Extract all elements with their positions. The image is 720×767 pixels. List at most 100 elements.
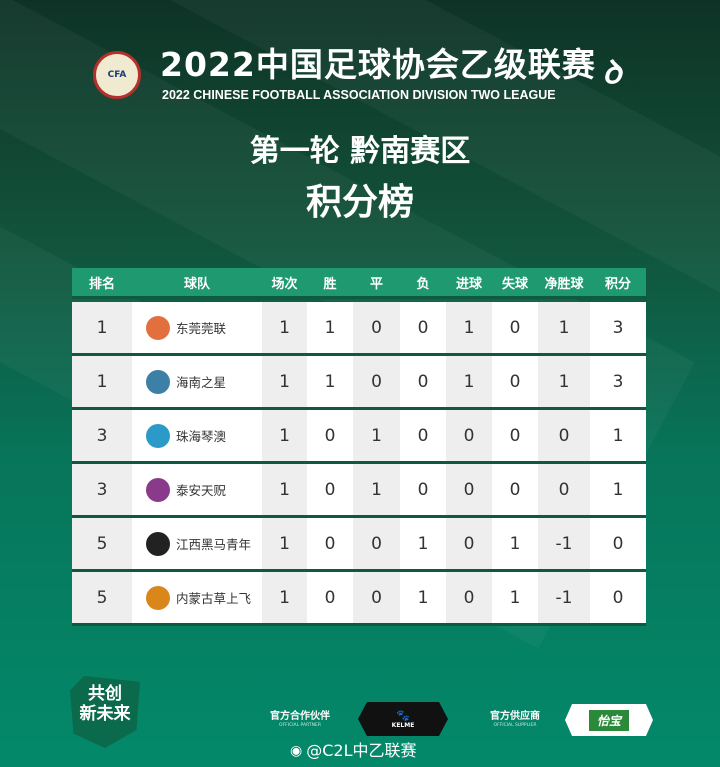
cfa-logo-text: CFA — [107, 70, 127, 80]
cell-rank: 3 — [72, 410, 132, 461]
team-name: 内蒙古草上飞 — [176, 591, 252, 606]
table-row: 1 东莞莞联 1 1 0 0 1 0 1 3 — [72, 302, 646, 353]
page-title: 积分榜 — [305, 182, 414, 223]
team-name: 珠海琴澳 — [176, 429, 227, 444]
column-header: 场次 — [271, 276, 298, 292]
cell-loss: 0 — [400, 410, 446, 461]
cell-ga: 0 — [492, 410, 538, 461]
cell-gf: 0 — [446, 464, 492, 515]
supplier-label-en: OFFICIAL SUPPLIER — [493, 723, 537, 728]
cell-ga: 1 — [492, 518, 538, 569]
cell-played: 1 — [262, 464, 307, 515]
table-row: 3 泰安天贶 1 0 1 0 0 0 0 1 — [72, 464, 646, 515]
cell-pts: 0 — [590, 518, 646, 569]
paw-icon: 🐾 — [396, 708, 410, 722]
cell-win: 0 — [307, 464, 353, 515]
cell-rank: 3 — [72, 464, 132, 515]
cell-team: 泰安天贶 — [132, 464, 262, 515]
slogan-line1: 共创 — [88, 684, 122, 704]
cell-team: 海南之星 — [132, 356, 262, 407]
supplier-label: 官方供应商 OFFICIAL SUPPLIER — [490, 710, 540, 729]
cell-team: 珠海琴澳 — [132, 410, 262, 461]
cell-draw: 1 — [353, 410, 400, 461]
kelme-logo: 🐾 KELME — [358, 702, 448, 736]
cell-played: 1 — [262, 572, 307, 623]
cell-gf: 0 — [446, 572, 492, 623]
cell-loss: 1 — [400, 572, 446, 623]
column-header: 进球 — [455, 276, 482, 292]
cell-played: 1 — [262, 410, 307, 461]
slogan-line2: 新未来 — [79, 704, 131, 724]
cell-gf: 1 — [446, 356, 492, 407]
team-name: 江西黑马青年 — [176, 537, 252, 552]
column-header: 负 — [416, 276, 430, 292]
table-row: 5 江西黑马青年 1 0 0 1 0 1 -1 0 — [72, 518, 646, 569]
column-header: 失球 — [501, 276, 528, 292]
cell-gf: 1 — [446, 302, 492, 353]
cell-played: 1 — [262, 302, 307, 353]
cell-loss: 0 — [400, 356, 446, 407]
supplier-label-cn: 官方供应商 — [490, 711, 540, 722]
cell-played: 1 — [262, 518, 307, 569]
column-header: 净胜球 — [544, 276, 584, 292]
team-name: 东莞莞联 — [176, 321, 227, 336]
team-name: 泰安天贶 — [176, 483, 227, 498]
cell-loss: 0 — [400, 302, 446, 353]
cell-win: 1 — [307, 302, 353, 353]
cell-rank: 5 — [72, 572, 132, 623]
team-name: 海南之星 — [176, 375, 227, 390]
team-badge-icon — [146, 585, 170, 610]
partner-label-cn: 官方合作伙伴 — [270, 711, 330, 722]
standings-table: 排名 球队 场次胜平负进球 失球 净胜球 积分 1 东莞莞联 1 1 0 0 1 0 1 3 1 海南之星 1 1 0… — [72, 268, 646, 626]
cell-gd: 0 — [538, 464, 590, 515]
yibao-text: 怡宝 — [588, 709, 629, 731]
cell-gd: 1 — [538, 356, 590, 407]
column-header: 胜 — [323, 276, 337, 292]
team-badge-icon — [146, 477, 170, 502]
cell-loss: 1 — [400, 518, 446, 569]
column-header: 平 — [369, 276, 383, 292]
weibo-text: @C2L中乙联赛 — [306, 741, 417, 760]
cell-win: 0 — [307, 572, 353, 623]
cell-pts: 1 — [590, 464, 646, 515]
cfa-logo: CFA — [93, 51, 141, 99]
column-header: 积分 — [604, 276, 631, 292]
cell-ga: 0 — [492, 356, 538, 407]
cell-team: 内蒙古草上飞 — [132, 572, 262, 623]
cell-pts: 3 — [590, 356, 646, 407]
cell-gf: 0 — [446, 518, 492, 569]
round-title: 第一轮 黔南赛区 — [249, 134, 471, 169]
table-header: 排名 球队 场次 胜 平 负 进球 失球 净胜球 积分 — [72, 268, 646, 299]
cell-rank: 5 — [72, 518, 132, 569]
cell-pts: 3 — [590, 302, 646, 353]
title-en: 2022 CHINESE FOOTBALL ASSOCIATION DIVISI… — [162, 88, 556, 102]
cell-draw: 0 — [353, 302, 400, 353]
cell-gf: 0 — [446, 410, 492, 461]
cell-draw: 0 — [353, 572, 400, 623]
cell-ga: 1 — [492, 572, 538, 623]
cell-team: 江西黑马青年 — [132, 518, 262, 569]
yibao-logo: 怡宝 — [565, 704, 653, 736]
table-row: 1 海南之星 1 1 0 0 1 0 1 3 — [72, 356, 646, 407]
cell-gd: 0 — [538, 410, 590, 461]
team-badge-icon — [146, 531, 170, 556]
partner-label-en: OFFICIAL PARTNER — [279, 723, 321, 728]
league-logo-icon: ꝺ — [602, 53, 622, 91]
cell-rank: 1 — [72, 356, 132, 407]
cell-pts: 1 — [590, 410, 646, 461]
cell-played: 1 — [262, 356, 307, 407]
column-header: 排名 — [88, 276, 115, 292]
cell-win: 0 — [307, 518, 353, 569]
cell-gd: 1 — [538, 302, 590, 353]
cell-gd: -1 — [538, 518, 590, 569]
cell-loss: 0 — [400, 464, 446, 515]
cell-draw: 1 — [353, 464, 400, 515]
cell-gd: -1 — [538, 572, 590, 623]
cell-draw: 0 — [353, 356, 400, 407]
kelme-text: KELME — [391, 721, 415, 729]
team-badge-icon — [146, 423, 170, 448]
cell-ga: 0 — [492, 464, 538, 515]
table-row: 5 内蒙古草上飞 1 0 0 1 0 1 -1 0 — [72, 572, 646, 623]
cell-draw: 0 — [353, 518, 400, 569]
